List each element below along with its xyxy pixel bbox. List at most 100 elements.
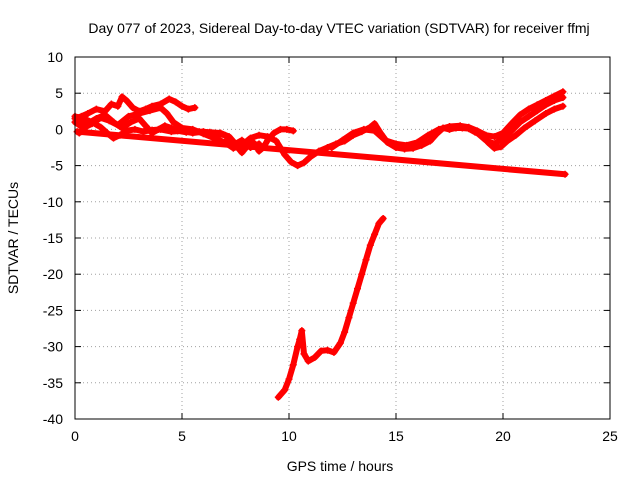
data-point (336, 339, 344, 347)
data-point (324, 346, 332, 354)
data-point (366, 241, 374, 249)
plot-frame (74, 56, 611, 420)
data-point (426, 137, 434, 145)
data-point (550, 105, 558, 113)
data-point (114, 102, 122, 110)
y-tick-label: 5 (55, 85, 63, 101)
grid (75, 57, 610, 419)
data-point (298, 327, 306, 335)
data-point (512, 131, 520, 139)
data-point (289, 127, 297, 135)
data-point (287, 158, 295, 166)
data-point (379, 214, 387, 222)
y-tick-label: -25 (43, 302, 63, 318)
data-point (360, 125, 368, 133)
data-point (272, 137, 280, 145)
data-point (296, 335, 304, 343)
data-point (349, 299, 357, 307)
data-point (550, 96, 558, 104)
data-point (199, 130, 207, 138)
data-point (294, 343, 302, 351)
y-tick-label: 0 (55, 121, 63, 137)
data-point (358, 270, 366, 278)
data-point (542, 101, 550, 109)
data-point (210, 134, 218, 142)
data-points (71, 88, 569, 401)
data-point (392, 140, 400, 148)
data-point (157, 104, 165, 112)
data-point (161, 122, 169, 130)
data-point (131, 125, 139, 133)
data-point (172, 98, 180, 106)
data-point (499, 134, 507, 142)
data-point (508, 120, 516, 128)
data-point (255, 131, 263, 139)
data-point (413, 138, 421, 146)
data-point (317, 347, 325, 355)
data-point (371, 230, 379, 238)
data-point (339, 136, 346, 144)
data-point (281, 386, 289, 394)
data-point (561, 170, 569, 178)
data-point (482, 136, 490, 144)
data-point (330, 348, 338, 356)
data-point (125, 112, 132, 120)
data-point (353, 285, 361, 293)
data-point (139, 128, 147, 136)
data-point (371, 120, 379, 128)
data-point (285, 375, 293, 383)
series-track-b (71, 93, 199, 123)
data-point (129, 104, 137, 112)
data-point (118, 93, 126, 101)
data-point (311, 353, 319, 361)
data-point (362, 256, 370, 264)
data-point (465, 123, 473, 131)
data-point (304, 357, 312, 365)
data-point (371, 127, 379, 135)
data-point (525, 105, 533, 113)
data-point (503, 137, 511, 145)
data-point (127, 118, 135, 126)
data-point (167, 124, 175, 132)
data-point (274, 393, 282, 401)
y-tick-label: -40 (43, 411, 63, 427)
data-point (165, 95, 173, 103)
data-point (490, 140, 498, 148)
y-tick-label: -15 (43, 230, 63, 246)
data-point (146, 107, 154, 115)
data-point (92, 105, 100, 113)
data-point (533, 107, 541, 115)
y-tick-label: 10 (47, 49, 63, 65)
data-point (345, 314, 353, 322)
data-point (446, 123, 453, 131)
data-point (300, 159, 308, 167)
data-point (97, 114, 105, 122)
data-point (97, 123, 105, 131)
data-point (516, 111, 524, 119)
data-point (88, 120, 96, 128)
data-point (349, 129, 357, 137)
x-tick-label: 20 (495, 428, 511, 444)
data-point (531, 117, 539, 125)
data-point (294, 162, 302, 170)
data-point (178, 124, 186, 132)
data-point (225, 133, 233, 141)
data-point (191, 104, 199, 112)
data-point (328, 144, 336, 151)
data-point (154, 125, 162, 133)
data-point (246, 134, 254, 142)
x-tick-label: 5 (178, 428, 186, 444)
data-point (375, 220, 383, 228)
data-point (497, 143, 505, 151)
data-point (163, 109, 171, 117)
data-point (559, 94, 567, 102)
data-point (473, 129, 481, 137)
x-axis-label: GPS time / hours (287, 458, 394, 474)
y-axis-label: SDTVAR / TECUs (5, 182, 21, 294)
data-point (341, 328, 349, 336)
data-point (289, 361, 297, 369)
y-tick-label: -10 (43, 194, 63, 210)
data-point (107, 100, 115, 108)
data-point (508, 127, 516, 135)
